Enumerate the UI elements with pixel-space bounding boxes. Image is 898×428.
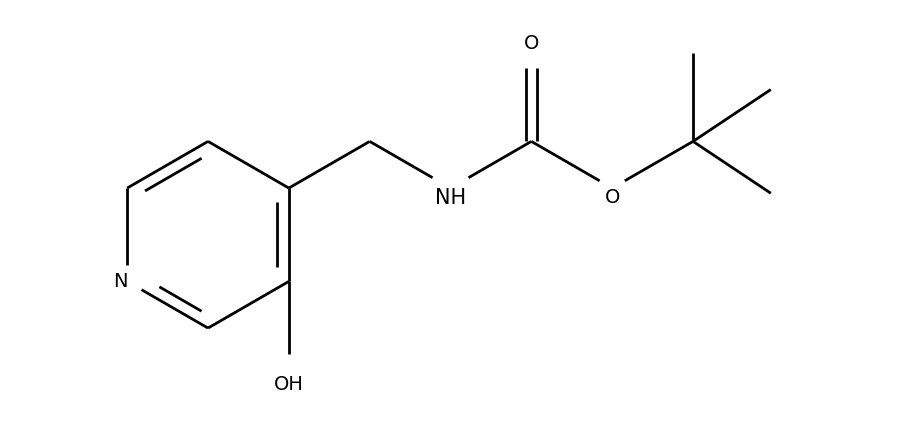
Text: O: O (524, 34, 539, 53)
Text: OH: OH (274, 375, 304, 394)
Text: N: N (112, 272, 128, 291)
Text: NH: NH (435, 188, 466, 208)
Text: O: O (604, 188, 620, 207)
